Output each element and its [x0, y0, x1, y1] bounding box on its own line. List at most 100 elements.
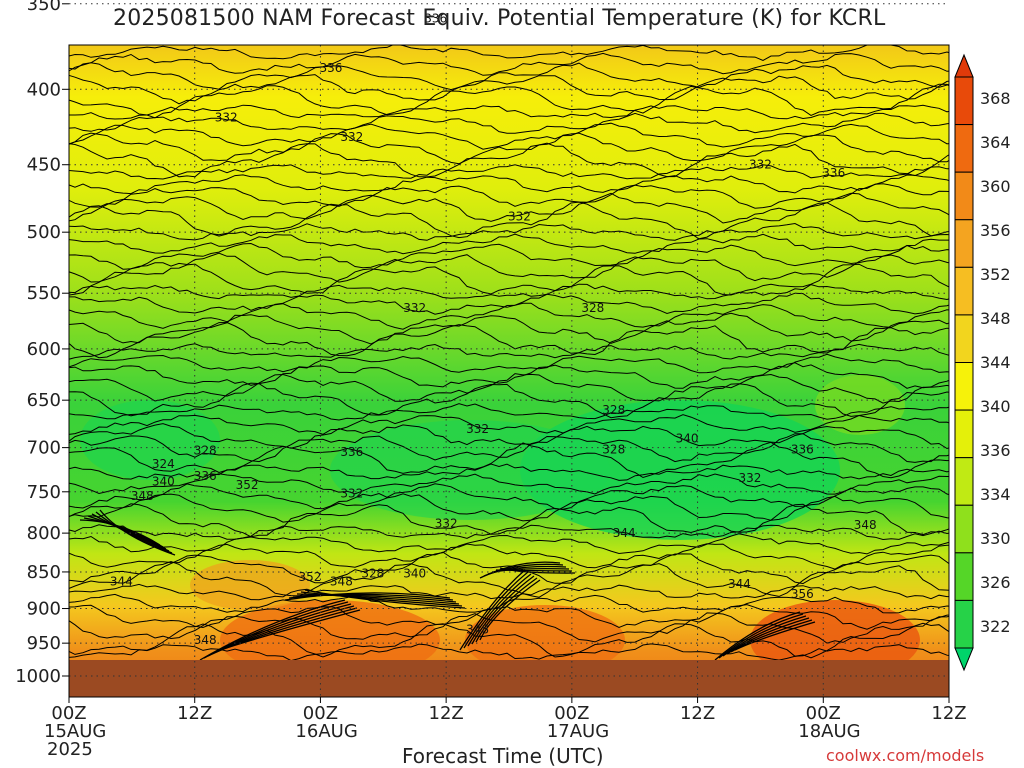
- contour-line: [69, 52, 949, 76]
- moist-core-blob: [80, 400, 220, 480]
- contour-line: [69, 164, 949, 180]
- colorbar-label: 334: [980, 485, 1011, 504]
- colorbar-label: 368: [980, 89, 1011, 108]
- colorbar-label: 352: [980, 265, 1011, 284]
- x-tick-label: 12Z: [177, 703, 212, 724]
- warm-boundary-blob: [190, 560, 310, 610]
- x-tick-label: 00Z: [51, 703, 86, 724]
- watermark-link[interactable]: coolwx.com/models: [826, 746, 985, 765]
- contour-line: [69, 45, 949, 61]
- contour-label: 332: [508, 210, 531, 224]
- moist-core-blob: [815, 375, 905, 435]
- contour-label: 344: [613, 526, 636, 540]
- contour-line: [499, 567, 576, 574]
- contour-label: 348: [194, 633, 217, 647]
- contour-line: [69, 302, 949, 330]
- chart-title: 2025081500 NAM Forecast Equiv. Potential…: [113, 6, 886, 31]
- contour-line: [69, 233, 949, 255]
- y-tick-label: 650: [27, 390, 61, 411]
- contour-line: [69, 192, 949, 224]
- contour-line: [69, 142, 949, 178]
- colorbar-swatch: [954, 76, 974, 126]
- contour-line: [69, 242, 949, 270]
- contour-label: 348: [854, 518, 877, 532]
- contour-label: 332: [403, 301, 426, 315]
- contour-line: [288, 593, 454, 601]
- contour-line: [69, 441, 949, 479]
- y-tick-label: 750: [27, 482, 61, 503]
- colorbar-label: 364: [980, 133, 1011, 152]
- colorbar-top-arrow: [954, 53, 974, 78]
- x-tick-date: 18AUG: [798, 721, 860, 742]
- contour-label: 352: [298, 570, 321, 584]
- colorbar-label: 360: [980, 177, 1011, 196]
- contour-line: [487, 565, 567, 575]
- colorbar-swatch: [954, 457, 974, 506]
- colorbar-swatch: [954, 552, 974, 601]
- y-tick-label: 700: [27, 438, 61, 459]
- contour-line: [69, 362, 949, 389]
- colorbar-swatch: [954, 409, 974, 459]
- contour-label: 328: [602, 403, 625, 417]
- y-tick-label: 850: [27, 562, 61, 583]
- contour-label: 348: [330, 575, 353, 589]
- colorbar-label: 356: [980, 221, 1011, 240]
- contour-line: [300, 591, 463, 607]
- colorbar-swatch: [954, 219, 974, 268]
- ground-surface: [69, 660, 949, 697]
- contour-label: 336: [319, 61, 342, 75]
- contour-line: [69, 83, 949, 119]
- contour-line: [69, 321, 949, 359]
- x-tick-label: 00Z: [554, 703, 589, 724]
- contour-line: [69, 543, 949, 570]
- contour-line: [69, 403, 949, 421]
- contour-line: [69, 503, 949, 538]
- x-tick-label: 12Z: [680, 703, 715, 724]
- contour-label: 336: [340, 445, 363, 459]
- y-tick-label: 400: [27, 79, 61, 100]
- contour-line: [69, 524, 949, 541]
- x-tick-label: 00Z: [806, 703, 841, 724]
- contour-label: 348: [466, 623, 489, 637]
- contour-line: [491, 567, 570, 573]
- contour-label: 340: [676, 431, 699, 445]
- contour-line: [83, 517, 164, 548]
- contour-label: 352: [236, 478, 259, 492]
- contour-line: [284, 592, 451, 601]
- contour-line: [219, 609, 361, 651]
- contour-line: [69, 533, 949, 555]
- contour-line: [69, 74, 949, 105]
- y-tick-label: 550: [27, 283, 61, 304]
- colorbar-swatch: [954, 171, 974, 221]
- contour-line: [722, 615, 807, 657]
- contour-label: 332: [215, 110, 238, 124]
- contour-line: [69, 263, 949, 296]
- contour-line: [69, 252, 949, 283]
- colorbar-label: 348: [980, 309, 1011, 328]
- y-tick-label: 950: [27, 633, 61, 654]
- y-tick-label: 1000: [15, 666, 61, 687]
- contour-line: [99, 509, 176, 556]
- contour-line: [467, 573, 532, 647]
- x-tick-label: 00Z: [303, 703, 338, 724]
- contour-line: [69, 560, 949, 598]
- contour-labels: 340 344 344 340 336 336 336 332 332 332 332 336 332 3…: [110, 11, 877, 647]
- contour-line: [69, 132, 949, 165]
- contour-line: [69, 201, 949, 240]
- contour-line: [69, 222, 949, 241]
- contour-label: 328: [361, 566, 384, 580]
- contour-line: [479, 579, 541, 641]
- y-tick-label: 600: [27, 339, 61, 360]
- y-tick-label: 500: [27, 222, 61, 243]
- contour-line: [459, 569, 526, 651]
- contour-line: [69, 612, 949, 644]
- x-tick-label: 12Z: [931, 703, 966, 724]
- contour-label: 332: [749, 158, 772, 172]
- contour-label: 328: [581, 301, 604, 315]
- plot-frame: [68, 44, 950, 698]
- warm-boundary-blob: [465, 605, 625, 675]
- colorbar-label: 330: [980, 529, 1011, 548]
- contour-line: [714, 611, 801, 661]
- colorbar-bottom-arrow: [954, 647, 974, 672]
